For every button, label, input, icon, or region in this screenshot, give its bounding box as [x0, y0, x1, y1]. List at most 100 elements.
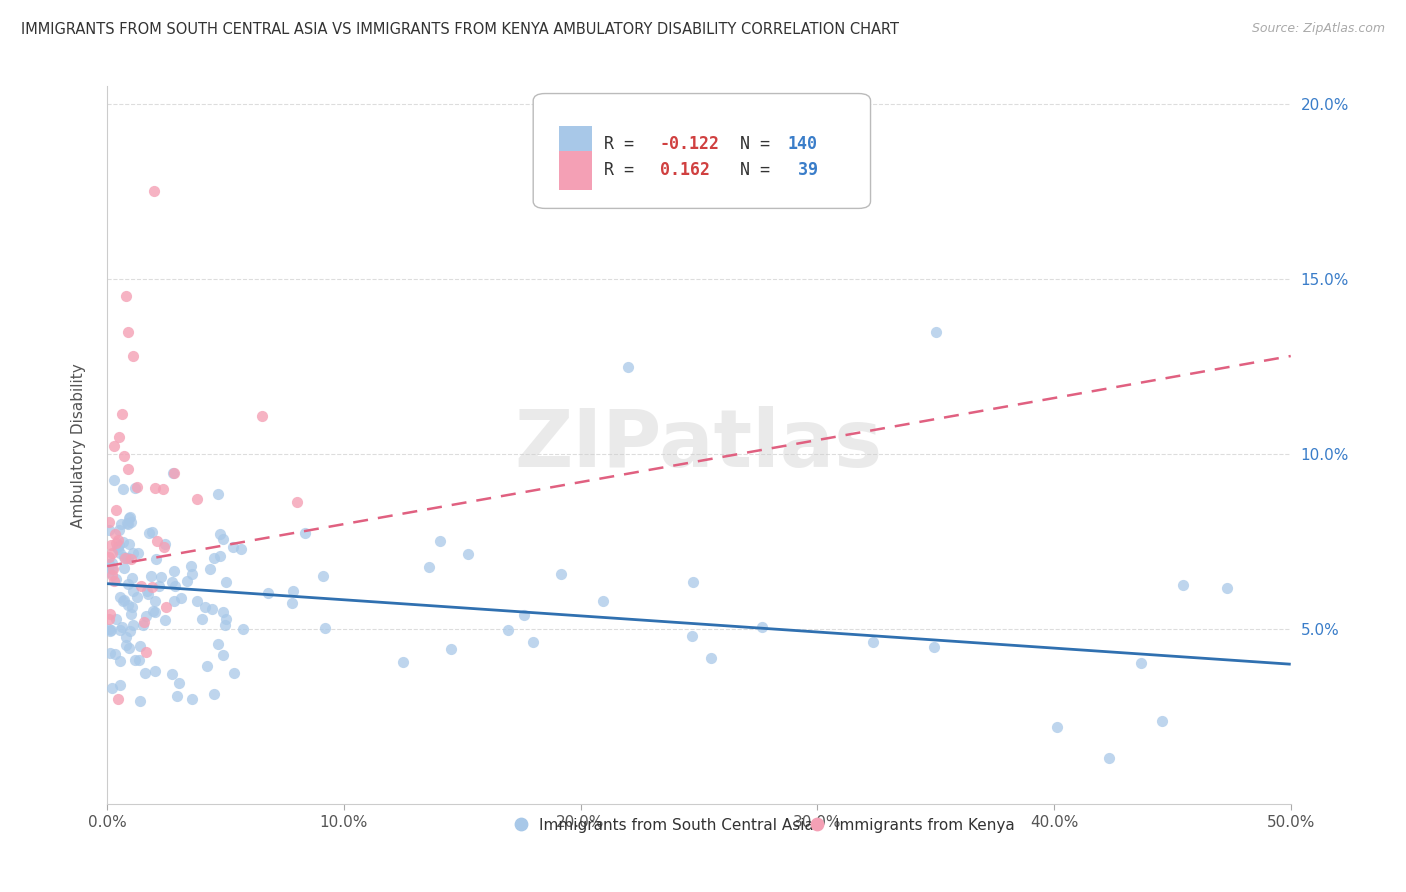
Point: [98, 646, 121, 660]
Point: [117, 325, 139, 339]
Point: [120, 624, 142, 639]
FancyBboxPatch shape: [533, 94, 870, 209]
Point: [98, 515, 121, 529]
Point: [98, 523, 121, 537]
Point: [512, 607, 534, 622]
Point: [122, 618, 145, 632]
Point: [104, 536, 127, 550]
Point: [207, 637, 229, 651]
Point: [207, 486, 229, 500]
Point: [112, 550, 135, 565]
Point: [107, 533, 129, 547]
Point: [118, 510, 141, 524]
Point: [439, 641, 461, 656]
Point: [112, 561, 135, 575]
Text: N =: N =: [720, 135, 780, 153]
Point: [103, 439, 125, 453]
Point: [256, 586, 278, 600]
Point: [132, 615, 155, 629]
Point: [103, 574, 125, 589]
Point: [498, 624, 520, 638]
Point: [751, 620, 773, 634]
Point: [222, 540, 245, 554]
Point: [181, 566, 204, 581]
Point: [108, 654, 131, 668]
Point: [129, 579, 152, 593]
Point: [922, 640, 945, 655]
Point: [1173, 578, 1195, 592]
Point: [280, 596, 302, 610]
Point: [112, 593, 135, 607]
Point: [162, 594, 184, 608]
Point: [117, 516, 139, 531]
Point: [139, 569, 162, 583]
Point: [429, 533, 451, 548]
Point: [142, 604, 165, 618]
Point: [215, 574, 238, 589]
Point: [127, 545, 149, 559]
Point: [128, 640, 150, 654]
Point: [117, 599, 139, 613]
Point: [153, 537, 176, 551]
Point: [214, 618, 236, 632]
Point: [110, 678, 132, 692]
Point: [107, 541, 129, 556]
Text: -0.122: -0.122: [659, 135, 720, 153]
Point: [176, 574, 198, 588]
FancyBboxPatch shape: [560, 151, 592, 191]
Text: ZIPatlas: ZIPatlas: [515, 407, 883, 484]
Point: [180, 559, 202, 574]
Point: [108, 623, 131, 637]
Point: [98, 557, 121, 571]
Point: [198, 562, 221, 576]
Point: [117, 576, 139, 591]
Point: [162, 466, 184, 480]
Point: [101, 562, 124, 576]
Point: [312, 569, 335, 583]
Point: [143, 185, 166, 199]
Point: [143, 664, 166, 678]
Point: [232, 622, 254, 636]
Point: [108, 429, 131, 443]
Point: [163, 579, 186, 593]
Point: [148, 579, 170, 593]
Point: [191, 612, 214, 626]
Point: [162, 574, 184, 589]
Point: [108, 546, 131, 560]
Point: [149, 570, 172, 584]
Point: [104, 647, 127, 661]
Point: [111, 620, 134, 634]
Point: [104, 503, 127, 517]
Point: [186, 593, 208, 607]
Point: [250, 409, 273, 424]
Point: [115, 630, 138, 644]
Text: Immigrants from South Central Asia: Immigrants from South Central Asia: [538, 818, 814, 833]
Point: [136, 587, 159, 601]
Point: [143, 481, 166, 495]
Point: [170, 591, 193, 606]
Point: [550, 567, 572, 582]
Point: [120, 515, 142, 529]
Point: [136, 583, 159, 598]
Point: [592, 594, 614, 608]
Point: [135, 609, 157, 624]
Point: [100, 546, 122, 560]
Point: [167, 676, 190, 690]
Point: [110, 516, 132, 531]
Point: [124, 653, 146, 667]
Point: [143, 594, 166, 608]
Point: [98, 624, 121, 639]
Point: [118, 641, 141, 656]
Point: [115, 516, 138, 530]
Point: [194, 600, 217, 615]
Point: [114, 551, 136, 566]
Point: [134, 666, 156, 681]
Point: [107, 538, 129, 552]
Point: [107, 692, 129, 706]
Point: [181, 691, 204, 706]
Point: [457, 547, 479, 561]
Point: [1098, 751, 1121, 765]
Point: [101, 681, 124, 695]
Point: [118, 537, 141, 551]
Point: [391, 655, 413, 669]
